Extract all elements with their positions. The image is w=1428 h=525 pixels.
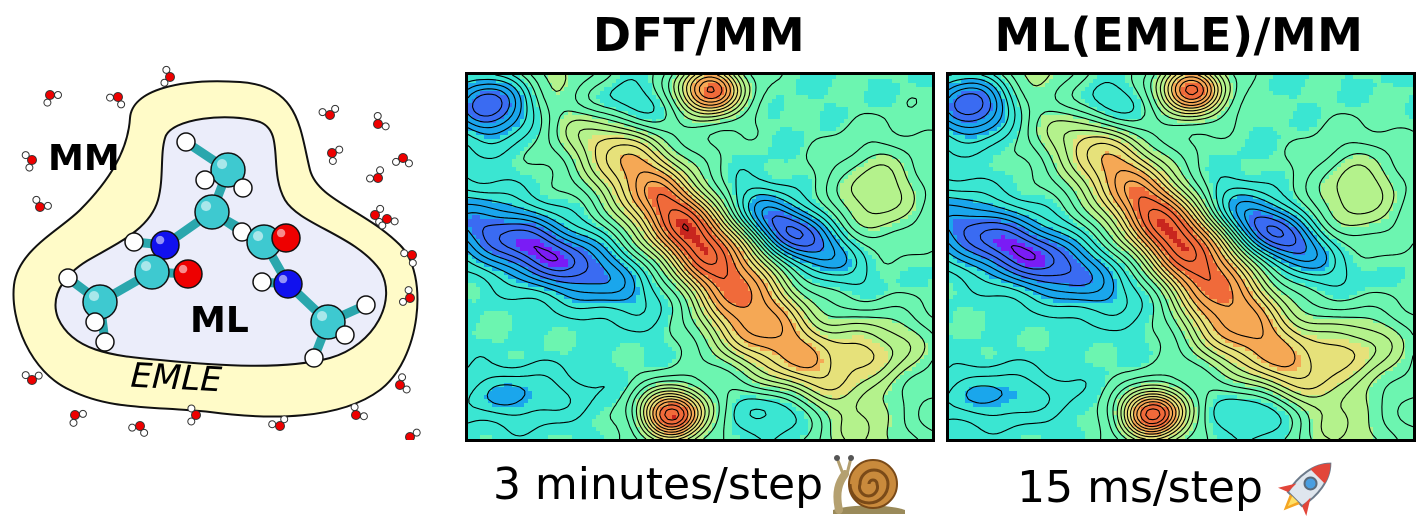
hydrogen-atom bbox=[195, 170, 215, 190]
hydrogen-atom bbox=[176, 132, 196, 152]
hydrogen-atom bbox=[356, 295, 376, 315]
oxygen-atom bbox=[271, 223, 301, 253]
water-molecule bbox=[405, 428, 421, 440]
water-molecule bbox=[32, 195, 52, 212]
dft-mm-title: DFT/MM bbox=[466, 8, 932, 62]
energy-surface bbox=[468, 75, 932, 439]
ml-emle-mm-speed-caption: 15 ms/step bbox=[946, 452, 1416, 522]
water-molecule bbox=[69, 409, 87, 427]
mm-region-label: MM bbox=[48, 138, 120, 179]
water-molecule bbox=[318, 104, 340, 120]
hydrogen-atom bbox=[58, 268, 78, 288]
water-molecule bbox=[187, 404, 201, 426]
emle-schematic: MM ML EMLE bbox=[12, 65, 421, 440]
hydrogen-atom bbox=[252, 272, 272, 292]
water-molecule bbox=[395, 373, 411, 394]
contour-lines bbox=[468, 75, 932, 439]
ml-region-label: ML bbox=[190, 300, 249, 341]
contour-lines bbox=[949, 75, 1413, 439]
rocket-icon bbox=[1277, 462, 1332, 516]
water-molecule bbox=[378, 214, 399, 230]
hydrogen-atom bbox=[233, 178, 253, 198]
carbon-atom bbox=[134, 254, 170, 290]
dft-mm-speed-text: 3 minutes/step bbox=[493, 459, 823, 510]
ml-emle-mm-free-energy-map bbox=[946, 72, 1416, 442]
dft-mm-speed-caption: 3 minutes/step bbox=[466, 452, 936, 516]
water-molecule bbox=[399, 286, 415, 306]
hydrogen-atom bbox=[335, 325, 355, 345]
water-molecule bbox=[370, 204, 385, 226]
water-molecule bbox=[106, 92, 126, 109]
water-molecule bbox=[392, 153, 413, 168]
water-molecule bbox=[268, 415, 289, 431]
dft-mm-free-energy-map bbox=[465, 72, 935, 442]
water-molecule bbox=[327, 145, 344, 165]
water-molecule bbox=[160, 65, 175, 87]
mm-water-molecules bbox=[21, 65, 421, 440]
snail-icon bbox=[833, 455, 906, 514]
hydrogen-atom bbox=[85, 312, 105, 332]
water-molecule bbox=[373, 112, 390, 131]
carbon-atom bbox=[194, 194, 230, 230]
water-molecule bbox=[21, 371, 43, 385]
water-molecule bbox=[350, 403, 368, 421]
water-molecule bbox=[128, 421, 149, 437]
water-molecule bbox=[400, 249, 417, 267]
hydrogen-atom bbox=[304, 348, 324, 368]
hydrogen-atom bbox=[124, 232, 144, 252]
water-molecule bbox=[43, 90, 62, 107]
ml-emle-mm-title: ML(EMLE)/MM bbox=[946, 8, 1412, 62]
water-molecule bbox=[366, 166, 385, 183]
nitrogen-atom bbox=[273, 269, 303, 299]
ml-emle-mm-speed-text: 15 ms/step bbox=[1017, 462, 1263, 513]
water-molecule bbox=[21, 151, 37, 172]
emle-region-label: EMLE bbox=[130, 356, 224, 401]
hydrogen-atom bbox=[95, 332, 115, 352]
molecule-atoms bbox=[58, 132, 376, 368]
oxygen-atom bbox=[173, 259, 203, 289]
